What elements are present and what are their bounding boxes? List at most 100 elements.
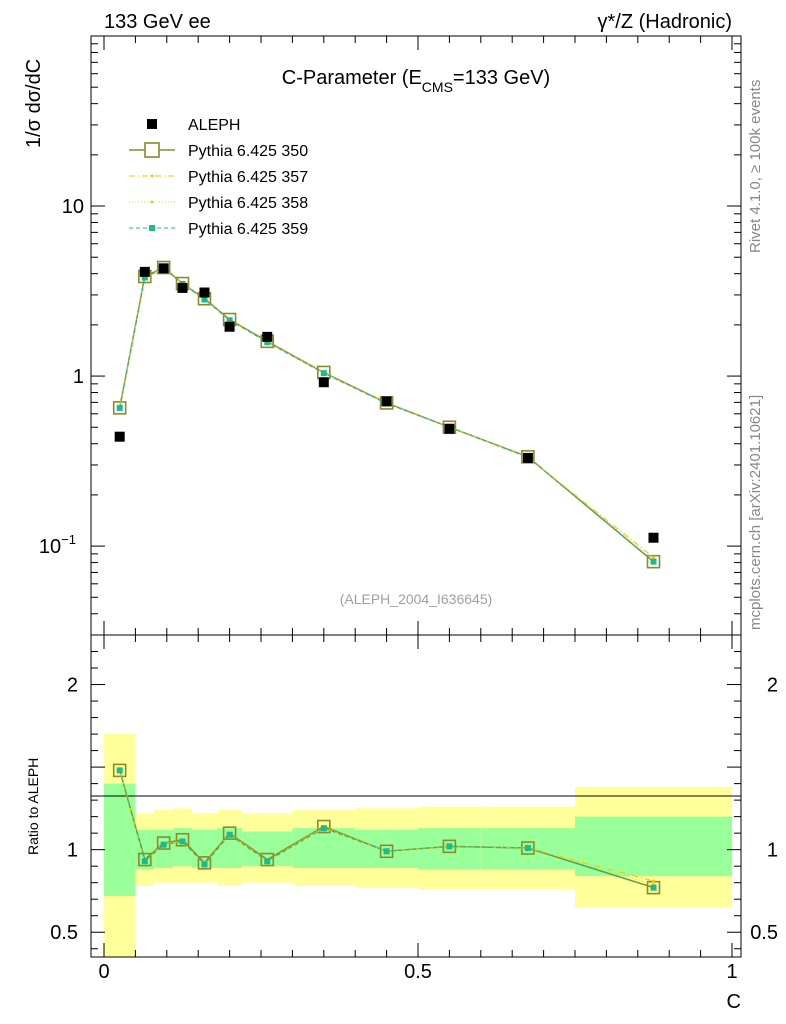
main-y-axis-label: 1/σ dσ/dC [23, 59, 45, 148]
ratio-point-p359 [116, 767, 123, 774]
ratio-frame [90, 634, 742, 958]
data-point [139, 266, 150, 277]
legend-item-p359: Pythia 6.425 359 [129, 221, 308, 238]
data-point [522, 452, 533, 463]
ratio-point-p359 [650, 884, 657, 891]
series-line-p358 [119, 267, 654, 560]
main-y-tick-label-base: 10 [39, 536, 61, 558]
main-x-ticks [103, 36, 733, 635]
legend-marker-p358 [150, 200, 154, 204]
series-point-p359 [116, 404, 123, 411]
legend-label: Pythia 6.425 358 [188, 195, 308, 212]
ratio-point-p350 [316, 819, 331, 834]
data-point [224, 321, 235, 332]
data-point [158, 263, 169, 274]
legend: ALEPH Pythia 6.425 350 Pythia 6.425 357 Pyt… [129, 117, 308, 238]
series-point-p359 [226, 317, 233, 324]
ratio-point-p350 [197, 856, 212, 870]
ratio-bands [104, 734, 732, 957]
series-point-p359 [264, 339, 271, 346]
main-y-tick-label-base: 10 [62, 196, 84, 218]
main-title: C-Parameter (ECMS=133 GeV) [282, 67, 550, 95]
ratio-point-p359 [320, 825, 327, 832]
ratio-y-tick-label-right: 2 [767, 675, 778, 697]
ratio-point-p359 [201, 861, 208, 868]
main-series [112, 260, 661, 569]
ratio-point-p359 [226, 831, 233, 838]
main-y-tick-label: 1 [73, 366, 84, 388]
data-point [114, 431, 125, 442]
legend-item-data: ALEPH [147, 117, 240, 134]
series-point-p359 [201, 296, 208, 303]
ratio-band-inner [173, 828, 192, 867]
series-line-p350 [118, 266, 654, 563]
legend-item-p357: Pythia 6.425 357 [129, 169, 308, 186]
ratio-line-p359 [119, 770, 654, 889]
ratio-band-inner [104, 783, 136, 896]
ratio-band-inner [575, 816, 732, 877]
ratio-band-inner [191, 829, 218, 868]
ratio-point-p350 [138, 852, 152, 867]
ratio-point-p359 [264, 858, 271, 865]
analysis-tag: (ALEPH_2004_I636645) [340, 591, 493, 607]
data-point [648, 532, 659, 543]
series-point-p350 [156, 260, 171, 275]
ratio-x-tick-label: 0 [98, 961, 109, 983]
legend-marker-data [147, 119, 157, 129]
ratio-y-tick-label-right: 0.5 [750, 922, 778, 944]
main-title-text: C-Parameter (E [282, 67, 422, 89]
ratio-series [112, 763, 661, 895]
ratio-y-tick-label-left: 1 [67, 840, 78, 862]
legend-marker-p359 [149, 225, 155, 231]
ratio-point-p359 [160, 841, 167, 848]
legend-item-p358: Pythia 6.425 358 [129, 195, 308, 212]
legend-marker-p350 [144, 142, 160, 158]
main-title-tail: =133 GeV) [453, 67, 550, 89]
data-point [177, 282, 188, 293]
data-point [199, 287, 210, 298]
ratio-point-p359 [179, 838, 186, 845]
legend-marker-p357 [150, 174, 154, 178]
series-point-p350 [112, 401, 127, 415]
series-point-p359 [320, 370, 327, 377]
x-axis-label: C [727, 991, 741, 1013]
series-line-p359 [119, 267, 654, 563]
ratio-point-p359 [141, 858, 148, 865]
legend-label: Pythia 6.425 359 [188, 221, 308, 238]
ratio-band-inner [292, 828, 356, 868]
legend-label: Pythia 6.425 357 [188, 169, 308, 186]
main-y-tick-label: 10−1 [39, 532, 76, 558]
ratio-x-tick-label: 0.5 [404, 961, 432, 983]
legend-item-p350: Pythia 6.425 350 [129, 142, 308, 160]
ratio-point-p350 [175, 832, 190, 847]
series-point-p350 [646, 554, 661, 569]
ratio-y-tick-label-left: 2 [67, 675, 78, 697]
main-data-points [114, 263, 659, 543]
series-point-p359 [650, 558, 657, 565]
ratio-point-p359 [446, 843, 453, 850]
ratio-band-inner [135, 829, 155, 870]
data-point [262, 331, 273, 342]
main-title-sub: CMS [422, 79, 453, 95]
ratio-panel: 2 21 10.5 0.5 0 0.5 1 Ratio to ALEPH C [25, 634, 778, 1013]
legend-label: ALEPH [188, 117, 240, 134]
main-y-tick-label-exp: −1 [61, 532, 76, 547]
rivet-label: Rivet 4.1.0, ≥ 100k events [747, 79, 764, 253]
mcplots-label: mcplots.cern.ch [arXiv:2401.10621] [747, 394, 764, 630]
main-y-tick-label: 10 [62, 196, 84, 218]
ratio-point-p350 [260, 852, 275, 867]
header-right: γ*/Z (Hadronic) [598, 11, 732, 33]
data-point [444, 423, 455, 434]
header-left: 133 GeV ee [104, 11, 211, 33]
data-point [381, 396, 392, 407]
ratio-x-ticks: 0 0.5 1 [98, 635, 738, 983]
ratio-point-p359 [524, 845, 531, 852]
data-point [318, 377, 329, 388]
ratio-y-tick-label-left: 0.5 [50, 922, 78, 944]
ratio-point-p350 [222, 826, 237, 840]
ratio-point-p357 [652, 879, 655, 883]
series-line-p357 [119, 267, 654, 558]
